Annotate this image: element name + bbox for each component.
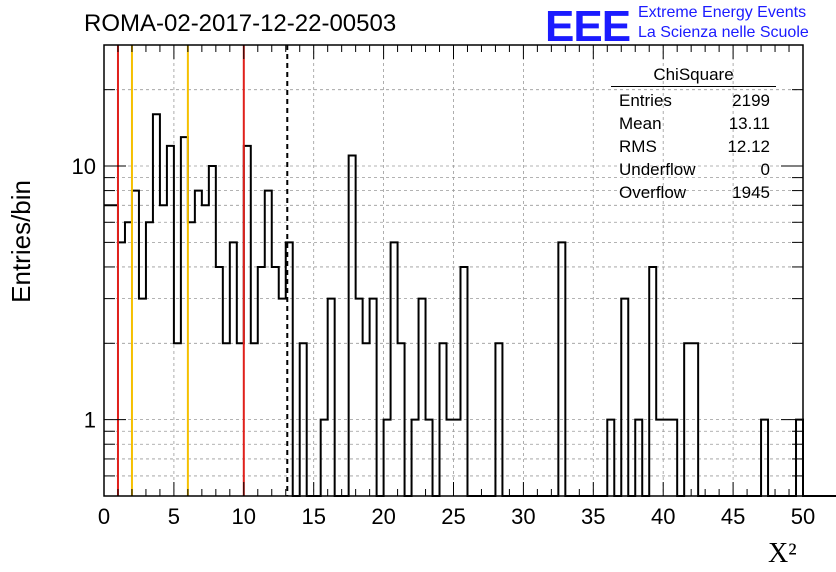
x-tick-label: 25 xyxy=(441,504,465,529)
x-tick-label: 40 xyxy=(651,504,675,529)
stats-label: Entries xyxy=(619,91,672,110)
x-tick-label: 30 xyxy=(511,504,535,529)
logo-line-1: Extreme Energy Events xyxy=(638,4,807,21)
stats-row-underflow: Underflow 0 xyxy=(611,158,776,181)
stats-label: Overflow xyxy=(619,183,687,202)
y-tick-label: 1 xyxy=(84,408,96,433)
stats-value: 12.12 xyxy=(727,137,770,156)
x-tick-label: 10 xyxy=(232,504,256,529)
x-axis-label: X² xyxy=(768,538,797,569)
chart-title: ROMA-02-2017-12-22-00503 xyxy=(84,10,397,37)
stats-box: ChiSquare Entries 2199 Mean 13.11 RMS 12… xyxy=(611,65,776,204)
logo-line-2: La Scienza nelle Scuole xyxy=(638,24,809,41)
stats-value: 13.11 xyxy=(728,114,770,133)
x-tick-label: 20 xyxy=(371,504,395,529)
stats-row-overflow: Overflow 1945 xyxy=(611,181,776,204)
x-tick-label: 50 xyxy=(791,504,815,529)
x-tick-label: 15 xyxy=(301,504,325,529)
stats-label: Mean xyxy=(619,114,662,133)
stats-row-rms: RMS 12.12 xyxy=(611,135,776,158)
x-tick-label: 5 xyxy=(168,504,180,529)
x-tick-label: 0 xyxy=(98,504,110,529)
eee-logo: EEE xyxy=(545,2,631,51)
stats-value: 2199 xyxy=(732,91,770,110)
x-tick-label: 45 xyxy=(721,504,745,529)
stats-row-mean: Mean 13.11 xyxy=(611,112,776,135)
stats-value: 0 xyxy=(760,160,770,179)
stats-label: Underflow xyxy=(619,160,696,179)
y-tick-label: 10 xyxy=(72,154,96,179)
stats-title: ChiSquare xyxy=(611,65,776,87)
stats-value: 1945 xyxy=(732,183,770,202)
x-tick-label: 35 xyxy=(581,504,605,529)
stats-row-entries: Entries 2199 xyxy=(611,89,776,112)
stats-label: RMS xyxy=(619,137,657,156)
